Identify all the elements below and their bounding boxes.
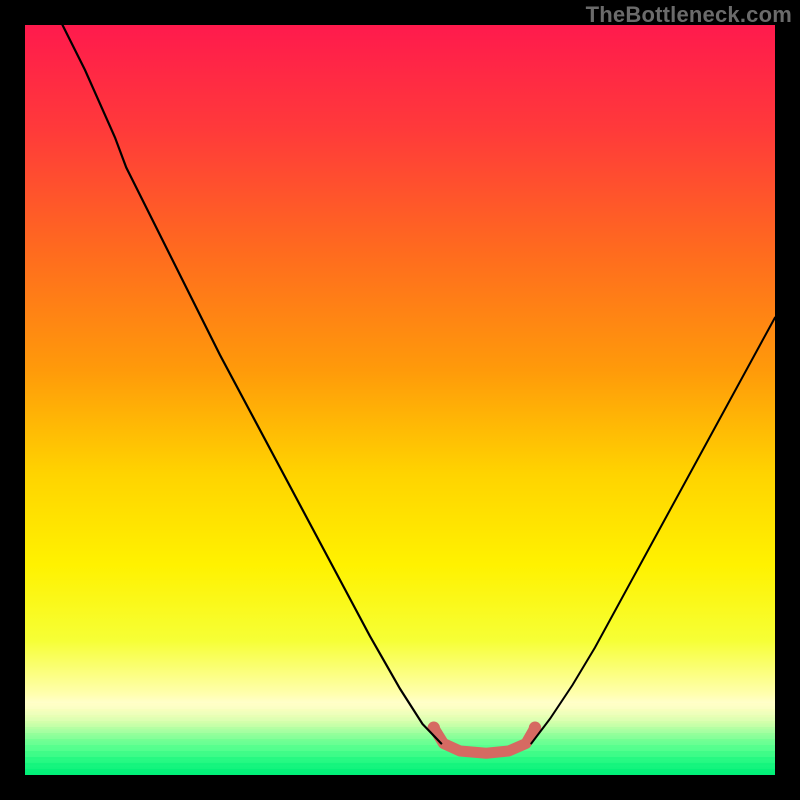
gradient-background — [25, 25, 775, 775]
watermark-label: TheBottleneck.com — [586, 2, 792, 28]
bottleneck-curve-chart — [25, 25, 775, 775]
plot-area — [25, 25, 775, 775]
gradient-stripe — [25, 769, 775, 775]
chart-frame: TheBottleneck.com — [0, 0, 800, 800]
